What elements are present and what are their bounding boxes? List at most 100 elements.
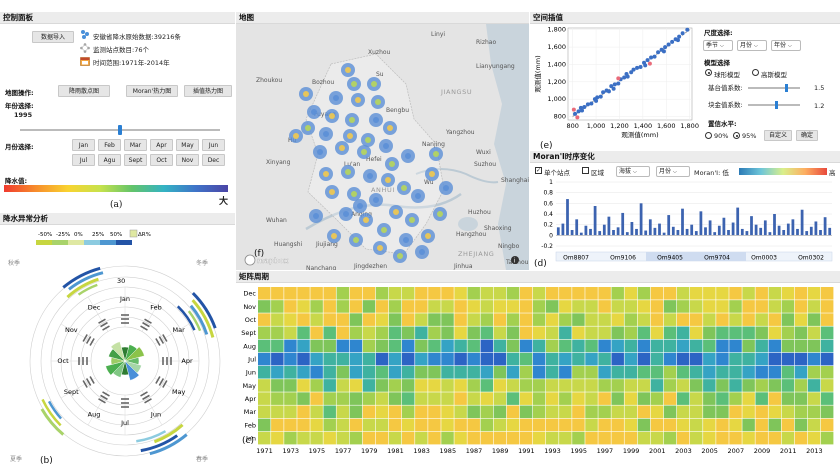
- city-label: Yangzhou: [445, 129, 475, 136]
- heatmap-cell: [559, 313, 572, 326]
- heatmap-cell: [441, 366, 454, 379]
- heatmap-cell: [690, 287, 703, 300]
- heatmap-cell: [271, 339, 284, 353]
- month-button-jun[interactable]: Jun: [202, 139, 225, 151]
- month-button-jan[interactable]: Jan: [72, 139, 95, 151]
- heatmap-cell: [480, 287, 494, 300]
- nugget-coef-handle[interactable]: [774, 101, 778, 109]
- spherical-radio[interactable]: [705, 69, 712, 76]
- spoke: [60, 377, 96, 399]
- heatmap-cell: [742, 431, 755, 445]
- glyph-bar: [82, 357, 84, 365]
- station-core: [345, 169, 351, 175]
- import-button[interactable]: 数据导入: [32, 31, 74, 43]
- heatmap-cell: [532, 326, 546, 340]
- moran-bar: [777, 225, 781, 236]
- heatmap-cell: [323, 339, 336, 353]
- month-button-apr[interactable]: Apr: [150, 139, 173, 151]
- heatmap-cell: [467, 326, 480, 340]
- base-coef-handle[interactable]: [784, 84, 788, 92]
- heatmap-year-label: 1971: [256, 447, 273, 455]
- month-button-oct[interactable]: Oct: [150, 154, 173, 166]
- heatmap-cell: [258, 339, 271, 353]
- single-station-checkbox[interactable]: ✓: [535, 167, 542, 174]
- scale-year-select[interactable]: 年份: [771, 40, 801, 51]
- scatter-point: [609, 84, 614, 89]
- heatmap-cell: [506, 405, 520, 419]
- anomaly-legend: -50% -25% 0% 25% 50% ΔR%: [36, 229, 151, 245]
- conf-95-radio[interactable]: [733, 132, 740, 139]
- heatmap-cell: [703, 379, 716, 392]
- year-slider[interactable]: [20, 125, 220, 135]
- month-button-feb[interactable]: Feb: [98, 139, 121, 151]
- moran-bar: [768, 232, 772, 236]
- province-boundary: [305, 53, 445, 255]
- month-button-may[interactable]: May: [176, 139, 199, 151]
- heatmap-cell: [598, 418, 611, 432]
- heatmap-cell: [310, 287, 323, 300]
- heatmap-cell: [585, 313, 598, 326]
- heatmap-cell: [742, 313, 755, 326]
- heatmap-cell: [415, 352, 428, 366]
- city-label: Huangshi: [274, 241, 303, 248]
- conf-90-radio[interactable]: [705, 132, 712, 139]
- station-core: [385, 177, 391, 183]
- gaussian-radio[interactable]: [752, 69, 759, 76]
- moran-heatmap-button[interactable]: Moran'热力图: [126, 85, 178, 97]
- moran-bar: [722, 217, 726, 236]
- legend-swatch: [116, 240, 132, 245]
- heatmap-cell: [703, 418, 716, 432]
- glyph-bar: [162, 357, 164, 365]
- month-button-nov[interactable]: Nov: [176, 154, 199, 166]
- year-slider-handle[interactable]: [118, 125, 122, 135]
- month-ring-label: Feb: [150, 303, 162, 311]
- station-core: [361, 149, 367, 155]
- month-ring-label: Dec: [88, 303, 101, 311]
- heatmap-cell: [519, 300, 533, 313]
- map-canvas[interactable]: Xuzhou Zhoukou Bozhou Bengbu JIANGSU Fuyang Xi…: [236, 24, 529, 270]
- spatial-panel-title: 空间插值: [530, 12, 840, 24]
- heatmap-cell: [729, 313, 742, 326]
- custom-button[interactable]: 自定义: [764, 130, 792, 141]
- month-button-agu[interactable]: Agu: [98, 154, 121, 166]
- heatmap-cell: [690, 352, 703, 366]
- heatmap-cell: [506, 339, 520, 353]
- scatter-map-button[interactable]: 降雨散点图: [58, 85, 110, 97]
- interp-heatmap-button[interactable]: 插值热力图: [184, 85, 232, 97]
- month-button-dec[interactable]: Dec: [202, 154, 225, 166]
- moran-bar: [566, 199, 569, 236]
- heatmap-cell: [703, 287, 716, 300]
- heatmap-cell: [467, 418, 480, 432]
- station-core: [381, 227, 387, 233]
- heatmap-cell: [336, 379, 350, 392]
- heatmap-cell: [297, 366, 310, 379]
- heatmap-cell: [388, 287, 402, 300]
- scale-season-select[interactable]: 季节: [703, 40, 733, 51]
- base-coef-label: 基台值系数:: [708, 84, 743, 92]
- glyph-bar: [121, 402, 129, 404]
- scale-month-select[interactable]: 月份: [737, 40, 767, 51]
- moran-y-tick: 0.8: [543, 190, 553, 197]
- month-select[interactable]: 月份: [656, 166, 690, 177]
- heatmap-cell: [506, 418, 520, 432]
- glyph-bar: [78, 357, 80, 365]
- month-button-jul[interactable]: Jul: [72, 154, 95, 166]
- confirm-button[interactable]: 确定: [796, 130, 818, 141]
- heatmap-cell: [271, 379, 284, 392]
- ring-scale-label: 30: [117, 277, 125, 285]
- elevation-select[interactable]: 海拔: [616, 166, 650, 177]
- heatmap-cell: [755, 366, 768, 379]
- heatmap-cell: [663, 352, 677, 366]
- heatmap-cell: [258, 313, 271, 326]
- scatter-point: [595, 95, 600, 100]
- region-checkbox[interactable]: [582, 167, 589, 174]
- heatmap-cell: [624, 418, 638, 432]
- heatmap-cell: [506, 326, 520, 340]
- moran-bar: [570, 230, 574, 236]
- month-button-sept[interactable]: Sept: [124, 154, 147, 166]
- nugget-coef-slider[interactable]: [748, 101, 800, 109]
- heatmap-cell: [428, 431, 441, 445]
- month-button-mar[interactable]: Mar: [124, 139, 147, 151]
- base-coef-slider[interactable]: [748, 84, 800, 92]
- glyph-bar: [85, 378, 92, 386]
